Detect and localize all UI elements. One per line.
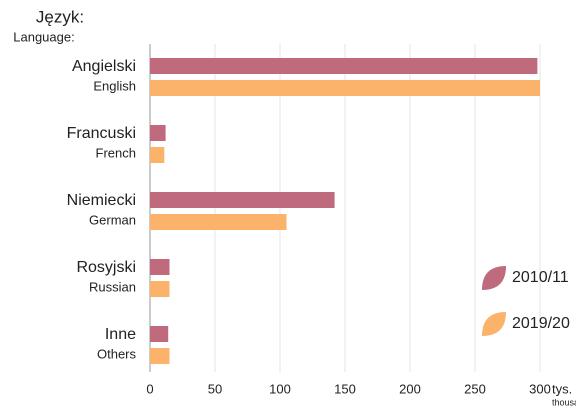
legend-swatch — [482, 312, 506, 336]
x-tick-label: 300 — [529, 381, 551, 396]
category-label: Inne — [105, 326, 136, 343]
legend-label: 2019/20 — [512, 315, 570, 332]
x-tick-label: 200 — [399, 381, 421, 396]
legend-label: 2010/11 — [512, 269, 569, 286]
x-unit: tys. — [552, 381, 572, 396]
legend-swatch — [482, 266, 506, 290]
bar — [150, 326, 169, 342]
bar — [150, 348, 170, 364]
bar — [150, 281, 170, 297]
x-tick-label: 150 — [334, 381, 356, 396]
bar — [150, 214, 287, 230]
bar — [150, 147, 165, 163]
category-sub-label: Russian — [89, 279, 136, 294]
bar — [150, 192, 335, 208]
x-unit-sub: thousand — [552, 397, 576, 407]
x-tick-label: 250 — [464, 381, 486, 396]
category-sub-label: French — [96, 145, 136, 160]
x-tick-label: 0 — [146, 381, 153, 396]
category-sub-label: English — [93, 78, 136, 93]
category-sub-label: Others — [97, 346, 137, 361]
category-label: Francuski — [67, 125, 136, 142]
chart-title: Język: — [36, 7, 84, 26]
bar — [150, 125, 166, 141]
bar — [150, 259, 170, 275]
category-label: Niemiecki — [67, 192, 136, 209]
chart-subtitle: Language: — [13, 29, 74, 44]
category-label: Rosyjski — [76, 259, 136, 276]
category-label: Angielski — [72, 58, 136, 75]
bar — [150, 80, 540, 96]
category-sub-label: German — [89, 212, 136, 227]
x-tick-label: 100 — [269, 381, 291, 396]
x-tick-label: 50 — [208, 381, 222, 396]
bar — [150, 58, 538, 74]
